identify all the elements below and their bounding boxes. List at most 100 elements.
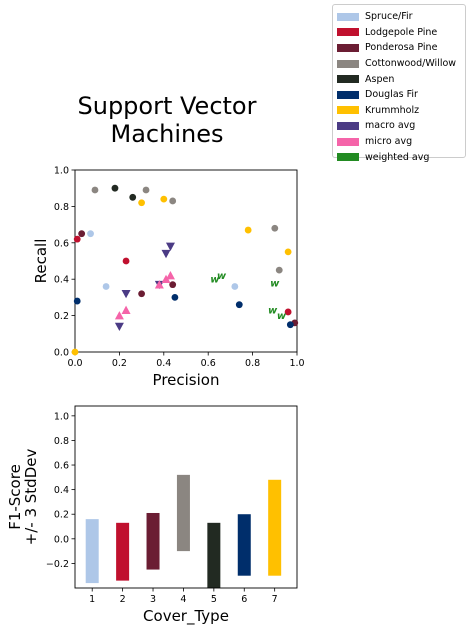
- data-point: [161, 274, 171, 283]
- legend-item-douglas-fir: Douglas Fir: [337, 87, 461, 103]
- data-point: [284, 248, 292, 256]
- legend-label: Lodgepole Pine: [365, 26, 438, 38]
- data-point: [121, 305, 131, 314]
- scatter-plot: 0.0 0.2 0.4 0.6 0.8 1.0 0.0 0.2 0.4 0.6 0.8 1.0 Prec…: [32, 166, 305, 390]
- x-tick-label: 1.0: [289, 358, 304, 369]
- x-tick-label: 3: [150, 594, 156, 605]
- series-macro-avg: [114, 242, 175, 332]
- data-point: w: [270, 278, 280, 289]
- data-point: [87, 230, 94, 238]
- y-axis-label: Recall: [32, 239, 50, 284]
- data-point: [129, 193, 137, 201]
- data-point: [121, 289, 131, 299]
- legend-swatch: [337, 43, 359, 52]
- data-point: w: [277, 311, 287, 322]
- bar-cottonwood-willow: [176, 474, 190, 552]
- data-point: [271, 224, 279, 232]
- legend-label: Cottonwood/Willow: [365, 58, 457, 70]
- legend-label: Spruce/Fir: [365, 11, 413, 23]
- y-tick-label: −0.2: [46, 559, 69, 570]
- series-micro-avg: [114, 271, 175, 320]
- x-axis-label: Cover_Type: [143, 607, 229, 626]
- chart-title: Support Vector Machines: [60, 92, 274, 148]
- series-krummholz: [71, 195, 292, 356]
- data-point: w: [210, 275, 220, 286]
- data-point: [235, 301, 243, 309]
- bar-ponderosa-pine: [146, 512, 160, 570]
- y-tick-label: 1.0: [54, 411, 69, 422]
- chart-title-line-1: Support Vector: [77, 92, 257, 120]
- data-point: [78, 230, 86, 238]
- x-tick-label: 0.4: [156, 358, 171, 369]
- data-point: [73, 297, 81, 305]
- legend-swatch: [337, 59, 359, 68]
- legend-swatch: [337, 75, 359, 84]
- y-tick-label: 0.0: [54, 348, 69, 359]
- legend-item-lodgepole-pine: Lodgepole Pine: [337, 25, 461, 41]
- y-tick-label: 0.4: [54, 275, 69, 286]
- data-point: [138, 199, 146, 207]
- legend-swatch: [337, 90, 359, 99]
- y-tick-label: 0.4: [54, 485, 69, 496]
- data-point: [73, 235, 81, 243]
- data-point: [114, 322, 124, 332]
- y-tick-label: 0.6: [54, 461, 69, 472]
- data-point: [160, 195, 168, 203]
- data-point: [231, 283, 239, 290]
- y-tick-label: 0.8: [54, 202, 69, 213]
- series-ponderosa-pine: [78, 230, 299, 327]
- bar-aspen: [207, 522, 221, 588]
- data-point: [165, 271, 175, 280]
- legend-label: macro avg: [365, 120, 416, 132]
- x-tick-label: 4: [180, 594, 186, 605]
- data-point: [111, 184, 119, 192]
- x-tick-label: 5: [211, 594, 217, 605]
- y-tick-label: 0.6: [54, 238, 69, 249]
- data-point: [71, 348, 79, 356]
- x-tick-label: 0.0: [67, 358, 82, 369]
- data-point: [275, 266, 283, 274]
- y-axis-label-line-1: F1-Score: [6, 464, 24, 530]
- legend-item-micro-avg: micro avg: [337, 134, 461, 150]
- legend-item-krummholz: Krummholz: [337, 103, 461, 119]
- legend-item-spruce-fir: Spruce/Fir: [337, 9, 461, 25]
- data-point: [244, 226, 252, 234]
- y-tick-label: 0.2: [54, 311, 69, 322]
- data-point: [284, 308, 292, 316]
- legend-label: Krummholz: [365, 104, 420, 116]
- x-tick-label: 0.6: [201, 358, 216, 369]
- series-lodgepole-pine: [73, 235, 292, 316]
- chart-title-line-2: Machines: [110, 120, 224, 148]
- data-point: [142, 186, 150, 194]
- x-axis-label: Precision: [153, 371, 220, 389]
- legend: Spruce/Fir Lodgepole Pine Ponderosa Pine Co…: [332, 4, 466, 163]
- x-tick-label: 0.2: [112, 358, 127, 369]
- legend-item-cottonwood-willow: Cottonwood/Willow: [337, 56, 461, 72]
- legend-label: Ponderosa Pine: [365, 42, 438, 54]
- data-point: [169, 281, 177, 289]
- data-point: [161, 249, 171, 259]
- bar-lodgepole-pine: [116, 522, 130, 581]
- series-douglas-fir: [73, 294, 294, 329]
- x-tick-label: 0.8: [245, 358, 260, 369]
- data-point: w: [268, 306, 278, 317]
- legend-swatch: [337, 28, 359, 37]
- bars: [85, 474, 282, 588]
- data-point: [91, 186, 99, 194]
- y-tick-label: 0.8: [54, 436, 69, 447]
- bar-chart: 1 2 3 4 5 6 7 −0.2 0.0 0.2 0.4 0.6 0.8 1.0 Cover_Type F…: [6, 405, 298, 626]
- data-point: [154, 280, 164, 289]
- bar-chart-frame: [74, 405, 298, 589]
- data-point: [114, 311, 124, 320]
- bar-krummholz: [268, 479, 282, 576]
- y-tick-label: 0.2: [54, 510, 69, 521]
- legend-item-aspen: Aspen: [337, 71, 461, 87]
- data-point: [171, 294, 179, 301]
- legend-item-macro-avg: macro avg: [337, 118, 461, 134]
- legend-label: Douglas Fir: [365, 89, 418, 101]
- series-aspen: [111, 184, 137, 201]
- legend-label: weighted avg: [365, 151, 430, 163]
